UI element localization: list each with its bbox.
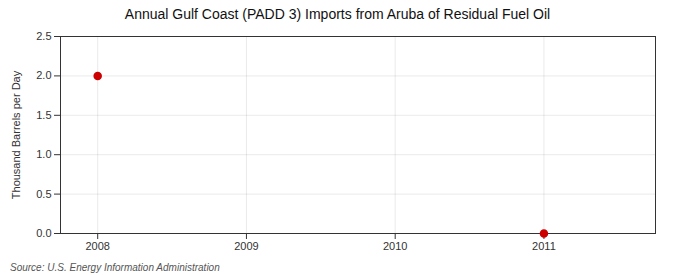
svg-text:0.0: 0.0 bbox=[36, 227, 51, 239]
html-text:Source: U.S. Energy Informatio: Source: U.S. Energy Information Administ… bbox=[10, 262, 220, 273]
svg-text:1.0: 1.0 bbox=[36, 148, 51, 160]
svg-text:2.0: 2.0 bbox=[36, 69, 51, 81]
svg-text:2008: 2008 bbox=[85, 240, 109, 252]
svg-text:2011: 2011 bbox=[532, 240, 556, 252]
svg-text:2010: 2010 bbox=[383, 240, 407, 252]
svg-text:Thousand Barrels per Day: Thousand Barrels per Day bbox=[10, 70, 22, 199]
svg-text:2009: 2009 bbox=[234, 240, 258, 252]
html-text:Annual Gulf Coast (PADD 3) Imp: Annual Gulf Coast (PADD 3) Imports from … bbox=[124, 6, 551, 22]
svg-text:1.5: 1.5 bbox=[36, 109, 51, 121]
svg-text:0.5: 0.5 bbox=[36, 188, 51, 200]
svg-text:2.5: 2.5 bbox=[36, 30, 51, 42]
